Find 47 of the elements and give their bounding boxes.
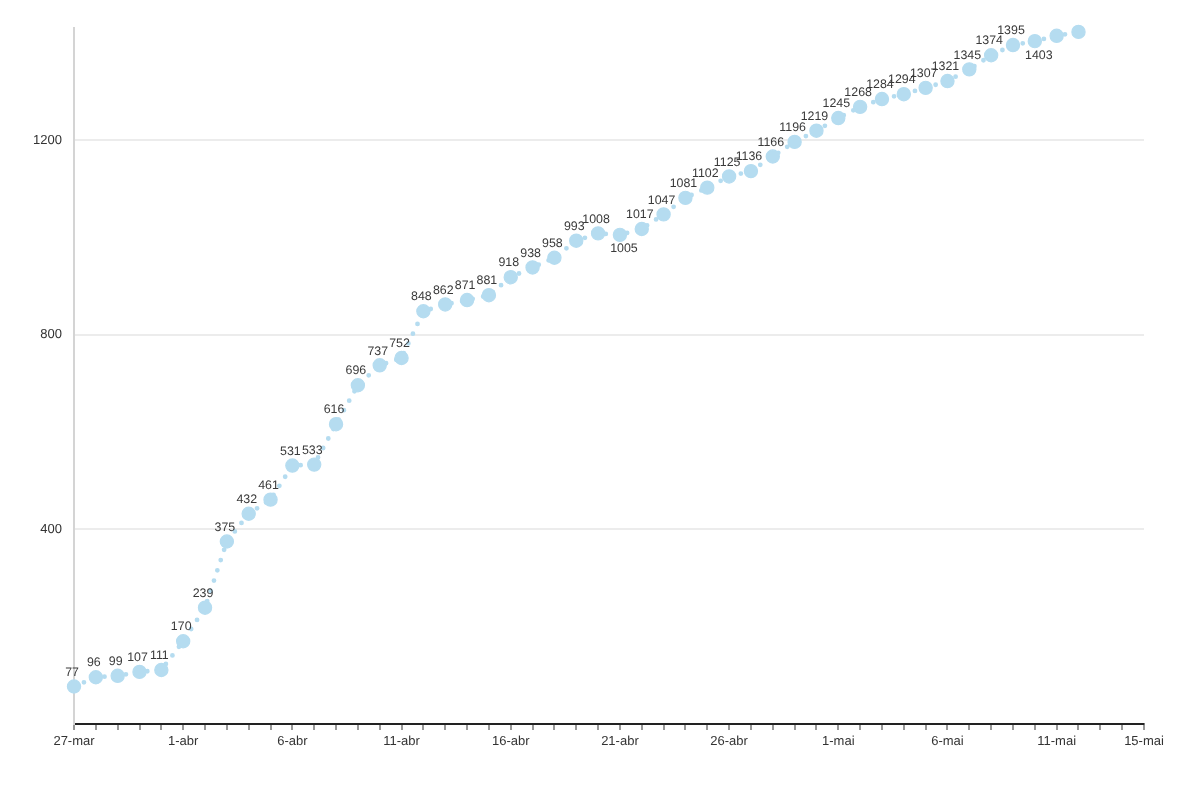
point [481, 288, 497, 303]
point [612, 227, 628, 243]
point [88, 670, 104, 685]
point [896, 86, 911, 102]
point [983, 48, 999, 63]
point [372, 358, 387, 373]
point [940, 73, 955, 89]
point [263, 492, 278, 507]
point [285, 458, 300, 473]
point [656, 207, 671, 222]
point [547, 250, 562, 265]
point [765, 149, 780, 164]
point [416, 304, 431, 319]
point [1027, 33, 1043, 49]
point [787, 134, 802, 150]
point [809, 123, 824, 138]
point [852, 99, 868, 115]
point [1005, 37, 1021, 53]
point [743, 163, 759, 179]
point [459, 292, 475, 308]
point [328, 416, 344, 432]
point [1049, 28, 1064, 43]
point [307, 457, 322, 472]
point [918, 80, 933, 96]
point [525, 260, 540, 275]
point [154, 662, 169, 678]
point [132, 664, 147, 680]
point [175, 634, 191, 649]
point [394, 350, 409, 366]
point [1071, 24, 1086, 40]
point [874, 91, 890, 107]
point [634, 221, 649, 237]
point [110, 668, 125, 684]
point [721, 169, 737, 184]
point [831, 110, 846, 126]
point [219, 534, 235, 549]
point [569, 233, 584, 248]
point [962, 62, 977, 77]
point [350, 378, 366, 393]
point [66, 679, 82, 694]
point [700, 180, 715, 195]
point [438, 297, 453, 312]
point [678, 190, 693, 206]
point [197, 600, 213, 615]
point [241, 506, 256, 521]
point [503, 270, 518, 285]
point [590, 226, 606, 241]
